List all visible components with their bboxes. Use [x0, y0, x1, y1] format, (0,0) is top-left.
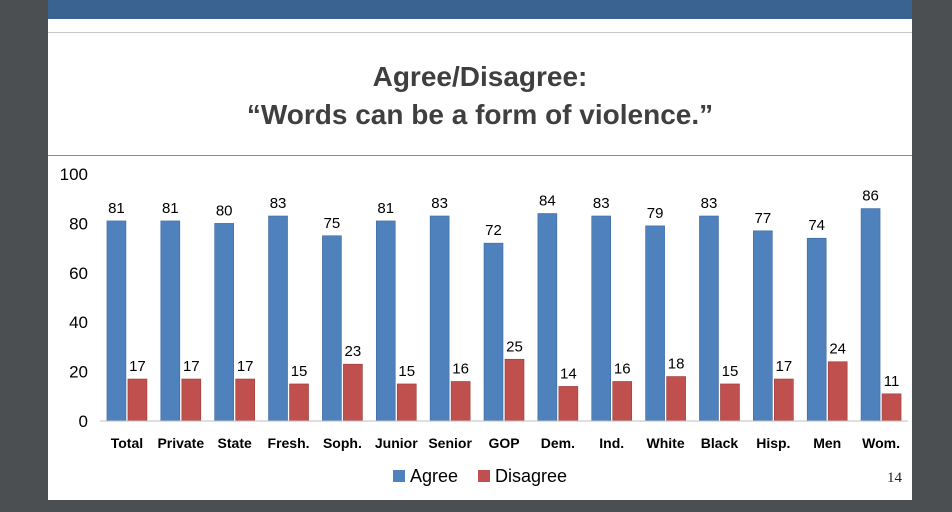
- agree-data-label: 81: [162, 200, 179, 217]
- disagree-bar: [827, 361, 848, 422]
- y-tick-label: 80: [69, 214, 88, 233]
- disagree-data-label: 17: [129, 358, 146, 375]
- y-tick-label: 60: [69, 264, 88, 283]
- y-tick-label: 40: [69, 313, 88, 332]
- agree-bar: [753, 230, 773, 422]
- agree-bar: [591, 215, 612, 422]
- header-divider: [48, 32, 912, 33]
- agree-data-label: 72: [485, 222, 502, 239]
- agree-data-label: 83: [431, 195, 448, 212]
- disagree-bar: [181, 378, 202, 422]
- category-label: Junior: [375, 435, 418, 451]
- disagree-bar: [343, 363, 363, 422]
- y-tick-label: 20: [69, 363, 88, 382]
- agree-bar: [537, 213, 558, 422]
- chart-top-border: [48, 155, 912, 156]
- title-line-2: “Words can be a form of violence.”: [246, 99, 714, 130]
- agree-bar: [214, 223, 234, 422]
- agree-bar: [645, 225, 665, 422]
- category-label: Dem.: [541, 435, 575, 451]
- agree-bar: [268, 215, 288, 422]
- category-label: Total: [111, 435, 143, 451]
- disagree-data-label: 15: [291, 363, 308, 380]
- agree-data-label: 83: [701, 195, 718, 212]
- agree-bar: [106, 220, 127, 422]
- legend-swatch-agree: [393, 470, 405, 482]
- agree-bar: [860, 208, 881, 422]
- disagree-bar: [612, 381, 633, 422]
- disagree-bar: [881, 393, 902, 422]
- agree-data-label: 80: [216, 202, 233, 219]
- category-label: Hisp.: [756, 435, 790, 451]
- disagree-bar: [504, 358, 525, 422]
- agree-data-label: 79: [647, 205, 664, 222]
- disagree-data-label: 15: [398, 363, 415, 380]
- agree-bar: [806, 237, 827, 422]
- agree-data-label: 84: [539, 193, 556, 210]
- category-label: White: [647, 435, 685, 451]
- disagree-data-label: 11: [884, 373, 900, 390]
- disagree-data-label: 23: [345, 343, 362, 360]
- agree-data-label: 81: [377, 200, 394, 217]
- agree-data-label: 83: [593, 195, 610, 212]
- page-number: 14: [887, 470, 902, 486]
- category-label: Senior: [428, 435, 472, 451]
- disagree-bar: [774, 378, 794, 422]
- disagree-data-label: 17: [237, 358, 254, 375]
- category-label: Men: [813, 435, 841, 451]
- y-tick-label: 100: [60, 165, 88, 184]
- disagree-bar: [235, 378, 255, 422]
- category-label: Fresh.: [268, 435, 310, 451]
- disagree-bar: [666, 376, 686, 422]
- header-band: [48, 0, 912, 19]
- disagree-data-label: 18: [668, 356, 685, 373]
- legend-label-disagree: Disagree: [495, 466, 567, 486]
- disagree-bar: [720, 383, 740, 422]
- disagree-data-label: 17: [183, 358, 200, 375]
- disagree-bar: [396, 383, 417, 422]
- disagree-data-label: 15: [722, 363, 739, 380]
- agree-data-label: 75: [324, 215, 341, 232]
- agree-bar: [429, 215, 450, 422]
- agree-bar: [699, 215, 719, 422]
- agree-data-label: 81: [108, 200, 125, 217]
- category-label: Black: [701, 435, 739, 451]
- disagree-bar: [127, 378, 148, 422]
- category-label: Ind.: [599, 435, 624, 451]
- agree-data-label: 77: [754, 210, 771, 227]
- title-line-1: Agree/Disagree:: [372, 61, 588, 92]
- disagree-data-label: 25: [506, 338, 523, 355]
- disagree-data-label: 17: [775, 358, 792, 375]
- y-tick-label: 0: [79, 412, 88, 431]
- category-label: GOP: [488, 435, 519, 451]
- category-label: State: [218, 435, 252, 451]
- disagree-bar: [558, 386, 579, 422]
- legend-label-agree: Agree: [410, 466, 458, 486]
- agree-bar: [160, 220, 181, 422]
- agree-bar: [375, 220, 396, 422]
- disagree-bar: [289, 383, 309, 422]
- disagree-data-label: 14: [560, 365, 577, 382]
- disagree-data-label: 24: [829, 341, 846, 358]
- disagree-data-label: 16: [452, 360, 469, 377]
- disagree-data-label: 16: [614, 360, 631, 377]
- agree-bar: [483, 242, 504, 422]
- legend-swatch-disagree: [478, 470, 490, 482]
- agree-bar: [322, 235, 342, 422]
- agree-data-label: 83: [270, 195, 287, 212]
- disagree-bar: [450, 381, 471, 422]
- category-label: Soph.: [323, 435, 362, 451]
- slide-title: Agree/Disagree: “Words can be a form of …: [48, 58, 912, 134]
- category-label: Private: [157, 435, 204, 451]
- agree-data-label: 86: [862, 188, 879, 205]
- agree-data-label: 74: [808, 217, 825, 234]
- category-label: Wom.: [862, 435, 900, 451]
